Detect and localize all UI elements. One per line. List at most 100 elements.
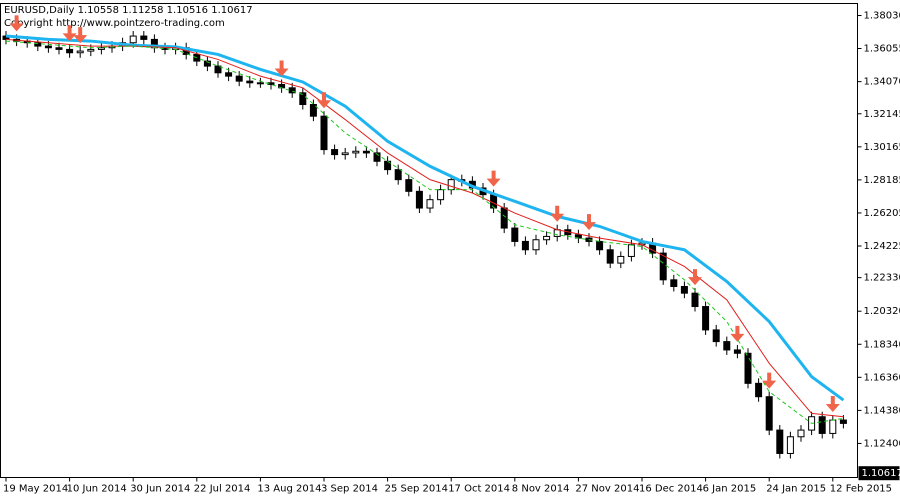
x-tick-label: 8 Nov 2014 (512, 484, 570, 495)
candle-body (437, 189, 445, 201)
candle-body (818, 416, 826, 434)
x-tick-label: 13 Aug 2014 (257, 484, 321, 495)
sell-arrow (62, 25, 77, 42)
candle-body (532, 239, 540, 251)
candle-body (829, 419, 837, 434)
x-tick-label: 24 Jan 2015 (766, 484, 826, 495)
candle-body (140, 35, 148, 40)
y-tick-label: 1.20320 (864, 306, 900, 317)
sell-arrow (9, 15, 24, 32)
candle-body (490, 194, 498, 209)
y-tick-label: 1.22330 (864, 273, 900, 284)
candle-body (225, 72, 233, 77)
candle-body (627, 244, 635, 257)
candle-body (712, 329, 720, 343)
candle-body (394, 169, 402, 181)
candle-body (733, 349, 741, 354)
x-tick-label: 10 Jun 2014 (67, 484, 127, 495)
y-tick-label: 1.12400 (864, 438, 900, 449)
sell-arrow (73, 27, 88, 44)
candle-body (352, 150, 360, 154)
x-tick-label: 17 Oct 2014 (448, 484, 510, 495)
candle-body (606, 249, 614, 264)
moving-average-line (5, 40, 844, 424)
price-label: 1.10617 (862, 468, 900, 479)
candle-body (44, 45, 52, 49)
candle-body (596, 240, 604, 251)
candle-body (87, 48, 95, 52)
x-tick-label: 16 Dec 2014 (639, 484, 703, 495)
sell-arrow (730, 325, 745, 342)
sell-arrow (688, 269, 702, 286)
candle-body (765, 396, 773, 431)
candle-body (553, 229, 561, 237)
candle-body (786, 436, 794, 454)
candle-body (723, 341, 731, 351)
candle-body (373, 152, 381, 162)
x-tick-label: 19 May 2014 (3, 484, 68, 495)
x-tick-label: 3 Sep 2014 (321, 484, 378, 495)
candle-body (617, 255, 625, 264)
candle-body (214, 65, 222, 74)
candle-body (659, 252, 667, 281)
candle-body (511, 227, 519, 242)
candle-body (256, 82, 264, 85)
x-tick-label: 30 Jun 2014 (130, 484, 190, 495)
candle-body (543, 235, 551, 241)
x-tick-label: 27 Nov 2014 (575, 484, 639, 495)
y-tick-label: 1.34070 (864, 77, 900, 88)
candle-body (55, 47, 63, 50)
candle-body (839, 419, 847, 424)
candle-body (426, 199, 434, 209)
candle-body (691, 292, 699, 308)
candle-body (299, 92, 307, 106)
candle-body (309, 104, 317, 117)
candle-body (320, 115, 328, 151)
candle-body (670, 279, 678, 287)
candle-body (744, 352, 752, 384)
moving-average-line (5, 38, 844, 418)
chart-title: EURUSD,Daily 1.10558 1.11258 1.10516 1.1… (4, 5, 253, 16)
sell-arrow (825, 396, 840, 413)
candle-body (235, 75, 243, 82)
sell-arrow (582, 214, 596, 231)
sell-arrow (317, 92, 331, 109)
x-tick-label: 12 Feb 2015 (830, 484, 892, 495)
candle-body (500, 207, 508, 229)
candle-body (702, 306, 710, 331)
y-tick-label: 1.30165 (864, 142, 900, 153)
candle-body (66, 48, 74, 54)
candle-body (34, 42, 42, 47)
x-tick-label: 22 Jul 2014 (194, 484, 251, 495)
candle-body (776, 429, 784, 454)
y-tick-label: 1.36055 (864, 43, 900, 54)
moving-average-line (5, 34, 845, 402)
y-tick-label: 1.32145 (864, 109, 900, 120)
candle-body (97, 47, 105, 50)
price-box (858, 466, 900, 481)
candle-body (341, 152, 349, 156)
y-tick-label: 1.16360 (864, 372, 900, 383)
sell-arrow (550, 205, 565, 222)
y-tick-label: 1.24225 (864, 241, 900, 252)
y-tick-label: 1.26205 (864, 208, 900, 219)
sell-arrow (274, 60, 289, 77)
candle-body (362, 150, 370, 154)
candle-body (203, 60, 211, 67)
candle-body (447, 179, 455, 191)
y-tick-label: 1.38030 (864, 11, 900, 22)
candle-body (76, 50, 84, 54)
candle-body (405, 179, 413, 192)
plot-frame (0, 3, 858, 478)
y-tick-label: 1.18340 (864, 339, 900, 350)
chart-subtitle: Copyright http://www.pointzero-trading.c… (4, 18, 225, 29)
candle-body (246, 80, 254, 84)
candle-body (755, 382, 763, 398)
candle-body (797, 429, 805, 438)
y-tick-label: 1.14380 (864, 405, 900, 416)
x-tick-label: 25 Sep 2014 (385, 484, 448, 495)
candle-body (415, 190, 423, 209)
candle-body (680, 285, 688, 294)
candle-body (129, 35, 137, 44)
